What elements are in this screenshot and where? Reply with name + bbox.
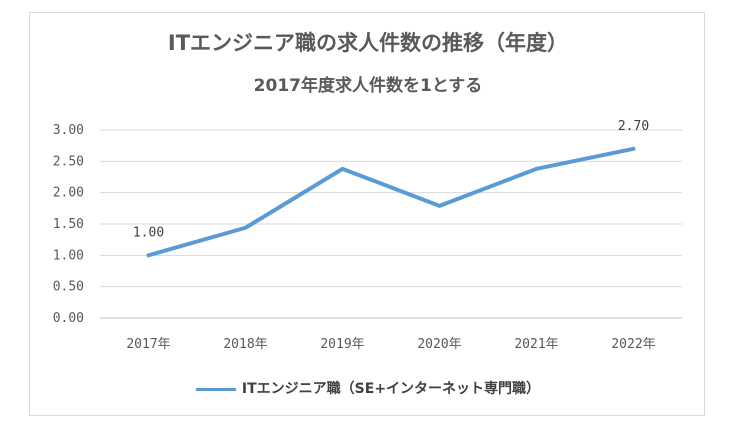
y-tick-label: 2.00 (53, 186, 84, 201)
legend: ITエンジニア職（SE+インターネット専門職） (0, 378, 736, 398)
chart-frame (29, 12, 705, 416)
x-tick-label: 2020年 (417, 337, 461, 352)
y-tick-label: 1.00 (53, 248, 84, 263)
x-tick-label: 2018年 (223, 337, 267, 352)
data-point (148, 254, 149, 256)
y-tick-label: 2.50 (53, 154, 84, 169)
y-tick-label: 1.50 (53, 217, 84, 232)
data-point (439, 205, 440, 207)
data-point (633, 148, 634, 150)
gridlines (100, 129, 682, 319)
x-axis-ticks: 2017年 2018年 2019年 2020年 2021年 2022年 (126, 337, 655, 352)
y-tick-label: 0.00 (53, 311, 84, 326)
data-label: 1.00 (133, 225, 164, 240)
x-tick-label: 2017年 (126, 337, 170, 352)
data-label: 2.70 (618, 119, 649, 134)
chart-subtitle: 2017年度求人件数を1とする (253, 76, 483, 96)
chart-title: ITエンジニア職の求人件数の推移（年度） (167, 31, 569, 55)
series-group (146, 146, 636, 258)
x-tick-label: 2022年 (611, 337, 655, 352)
x-tick-label: 2021年 (514, 337, 558, 352)
legend-swatch (195, 387, 236, 391)
data-point (536, 168, 537, 170)
data-point (342, 168, 343, 170)
series-line (146, 146, 636, 258)
y-tick-label: 3.00 (53, 123, 84, 138)
x-tick-label: 2019年 (320, 337, 364, 352)
data-point (245, 227, 246, 229)
y-axis-ticks: 0.00 0.50 1.00 1.50 2.00 2.50 3.00 (53, 123, 84, 326)
data-labels: 1.00 2.70 (133, 119, 649, 241)
y-tick-label: 0.50 (53, 280, 84, 295)
legend-label: ITエンジニア職（SE+インターネット専門職） (241, 381, 541, 397)
